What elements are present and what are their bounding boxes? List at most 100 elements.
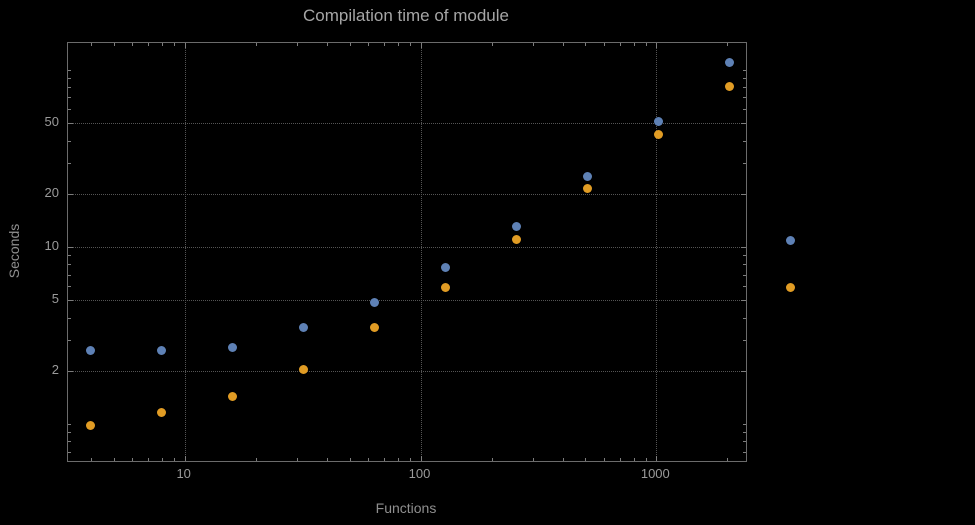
y-tick-mark xyxy=(68,97,71,99)
x-tick-mark xyxy=(491,43,493,46)
gridline-horizontal xyxy=(68,123,746,125)
y-tick-mark xyxy=(68,87,71,89)
x-tick-mark xyxy=(173,458,175,461)
plot-area xyxy=(67,42,747,462)
x-tick-mark xyxy=(397,458,399,461)
x-tick-mark xyxy=(368,458,370,461)
gridline-vertical xyxy=(656,43,658,461)
x-axis-label: Functions xyxy=(375,500,437,516)
data-point-series-2-orange xyxy=(228,391,238,401)
y-tick-mark xyxy=(68,317,71,319)
data-point-series-2-orange xyxy=(725,81,735,91)
x-tick-mark xyxy=(297,458,299,461)
x-tick-mark xyxy=(727,43,729,46)
x-tick-mark xyxy=(368,43,370,46)
x-tick-mark xyxy=(90,458,92,461)
data-point-series-1-blue xyxy=(299,323,309,333)
x-tick-mark xyxy=(148,43,150,46)
data-point-series-1-blue xyxy=(512,222,522,232)
y-tick-mark xyxy=(68,274,71,276)
x-tick-mark xyxy=(585,458,587,461)
y-tick-mark xyxy=(68,162,71,164)
data-point-series-2-orange xyxy=(299,364,309,374)
x-tick-mark xyxy=(397,43,399,46)
x-tick-mark xyxy=(420,456,422,461)
data-point-series-2-orange xyxy=(441,283,451,293)
y-tick-label: 5 xyxy=(51,291,59,307)
data-point-series-1-blue xyxy=(441,262,451,272)
x-tick-mark xyxy=(409,458,411,461)
y-tick-label: 50 xyxy=(44,114,59,130)
x-tick-mark xyxy=(491,458,493,461)
x-tick-mark xyxy=(585,43,587,46)
x-tick-mark xyxy=(727,458,729,461)
y-tick-mark xyxy=(68,300,73,302)
x-tick-mark xyxy=(604,458,605,461)
data-point-series-1-blue xyxy=(228,343,238,353)
data-point-series-2-orange xyxy=(654,130,664,140)
y-tick-mark xyxy=(68,441,71,443)
x-tick-mark xyxy=(90,43,92,46)
x-tick-mark xyxy=(619,458,621,461)
x-tick-mark xyxy=(533,458,534,461)
y-tick-mark xyxy=(743,87,746,89)
chart-title: Compilation time of module xyxy=(303,6,509,25)
y-tick-mark xyxy=(741,123,746,125)
legend-marker-series-1-blue xyxy=(785,235,795,245)
data-point-series-1-blue xyxy=(370,297,380,307)
y-tick-mark xyxy=(743,286,746,288)
x-tick-mark xyxy=(326,458,328,461)
gridline-horizontal xyxy=(68,300,746,302)
x-tick-mark xyxy=(255,43,257,46)
gridline-vertical xyxy=(420,43,422,461)
x-tick-mark xyxy=(184,43,186,48)
y-tick-mark xyxy=(743,339,746,341)
x-tick-mark xyxy=(173,43,175,46)
data-point-series-1-blue xyxy=(583,172,593,182)
x-tick-mark xyxy=(533,43,534,46)
data-point-series-1-blue xyxy=(86,346,96,356)
data-point-series-1-blue xyxy=(654,117,664,127)
x-tick-label: 10 xyxy=(176,466,191,481)
y-tick-mark xyxy=(743,424,746,426)
y-tick-mark xyxy=(743,70,746,71)
y-tick-label: 20 xyxy=(44,184,59,200)
data-point-series-2-orange xyxy=(583,183,593,193)
x-tick-mark xyxy=(619,43,621,46)
x-tick-mark xyxy=(645,458,647,461)
y-tick-mark xyxy=(743,274,746,276)
y-tick-mark xyxy=(743,255,746,257)
y-tick-mark xyxy=(741,300,746,302)
y-tick-mark xyxy=(68,109,71,111)
y-tick-mark xyxy=(743,78,746,80)
x-tick-mark xyxy=(132,458,134,461)
y-tick-mark xyxy=(68,451,71,453)
gridline-horizontal xyxy=(68,247,746,249)
y-tick-mark xyxy=(68,123,73,125)
x-tick-mark xyxy=(349,458,351,461)
x-tick-mark xyxy=(161,458,163,461)
x-tick-mark xyxy=(113,43,115,46)
y-tick-mark xyxy=(68,193,73,195)
x-tick-mark xyxy=(420,43,422,48)
y-tick-mark xyxy=(743,317,746,319)
x-tick-mark xyxy=(562,43,564,46)
y-tick-mark xyxy=(743,162,746,164)
y-tick-mark xyxy=(743,451,746,453)
x-tick-mark xyxy=(656,43,658,48)
data-point-series-2-orange xyxy=(370,323,380,333)
gridline-horizontal xyxy=(68,193,746,195)
x-tick-mark xyxy=(633,458,635,461)
data-point-series-1-blue xyxy=(157,346,167,356)
x-tick-mark xyxy=(604,43,605,46)
x-tick-mark xyxy=(132,43,134,46)
y-tick-mark xyxy=(68,78,71,80)
x-tick-mark xyxy=(326,43,328,46)
gridline-vertical xyxy=(184,43,186,461)
x-tick-label: 1000 xyxy=(640,466,670,481)
y-tick-mark xyxy=(743,97,746,99)
y-tick-mark xyxy=(68,370,73,372)
y-tick-mark xyxy=(68,247,73,249)
y-tick-mark xyxy=(68,255,71,257)
y-tick-mark xyxy=(743,264,746,266)
